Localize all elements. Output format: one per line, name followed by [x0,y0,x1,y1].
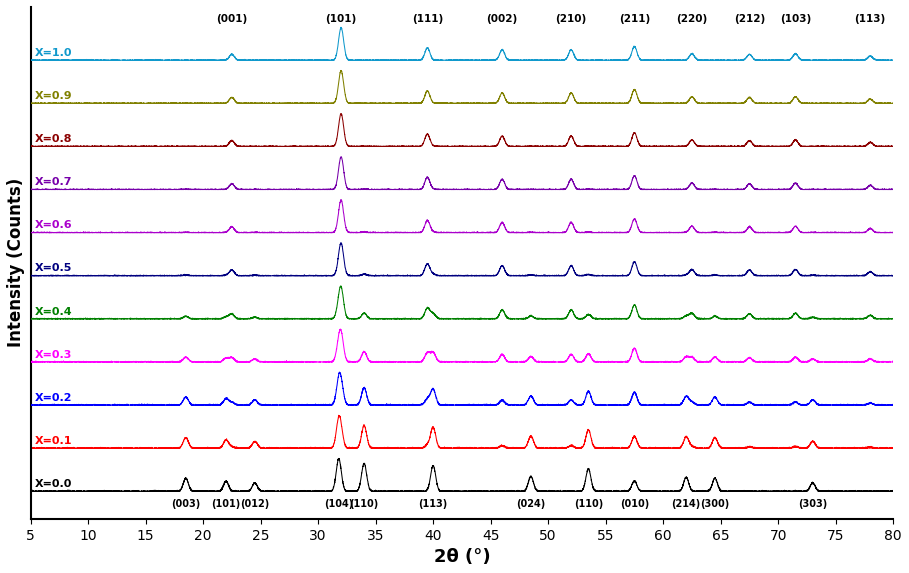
X-axis label: 2θ (°): 2θ (°) [434,548,490,566]
Text: (110): (110) [574,499,603,509]
Text: X=0.5: X=0.5 [35,264,73,273]
Text: (214): (214) [672,499,701,509]
Text: X=0.4: X=0.4 [35,307,73,316]
Text: (002): (002) [486,14,518,24]
Text: (220): (220) [676,14,707,24]
Text: (101): (101) [212,499,241,509]
Text: X=0.1: X=0.1 [35,436,73,446]
Text: (303): (303) [798,499,827,509]
Text: (212): (212) [734,14,765,24]
Text: (104): (104) [325,499,354,509]
Text: (103): (103) [780,14,811,24]
Text: (024): (024) [516,499,545,509]
Text: X=0.2: X=0.2 [35,393,73,403]
Text: (210): (210) [555,14,587,24]
Text: (111): (111) [412,14,443,24]
Text: (110): (110) [349,499,379,509]
Text: X=0.8: X=0.8 [35,134,73,144]
Text: X=0.3: X=0.3 [35,350,73,360]
Text: (001): (001) [216,14,247,24]
Text: (113): (113) [418,499,448,509]
Text: X=0.9: X=0.9 [35,91,73,101]
Text: (300): (300) [700,499,730,509]
Text: (012): (012) [240,499,269,509]
Text: (113): (113) [854,14,886,24]
Text: (003): (003) [171,499,200,509]
Text: X=0.7: X=0.7 [35,177,73,187]
Text: X=0.6: X=0.6 [35,221,73,230]
Text: (010): (010) [620,499,649,509]
Text: (211): (211) [619,14,650,24]
Text: (101): (101) [325,14,356,24]
Text: X=0.0: X=0.0 [35,479,73,489]
Y-axis label: Intensity (Counts): Intensity (Counts) [7,178,25,347]
Text: X=1.0: X=1.0 [35,48,73,58]
